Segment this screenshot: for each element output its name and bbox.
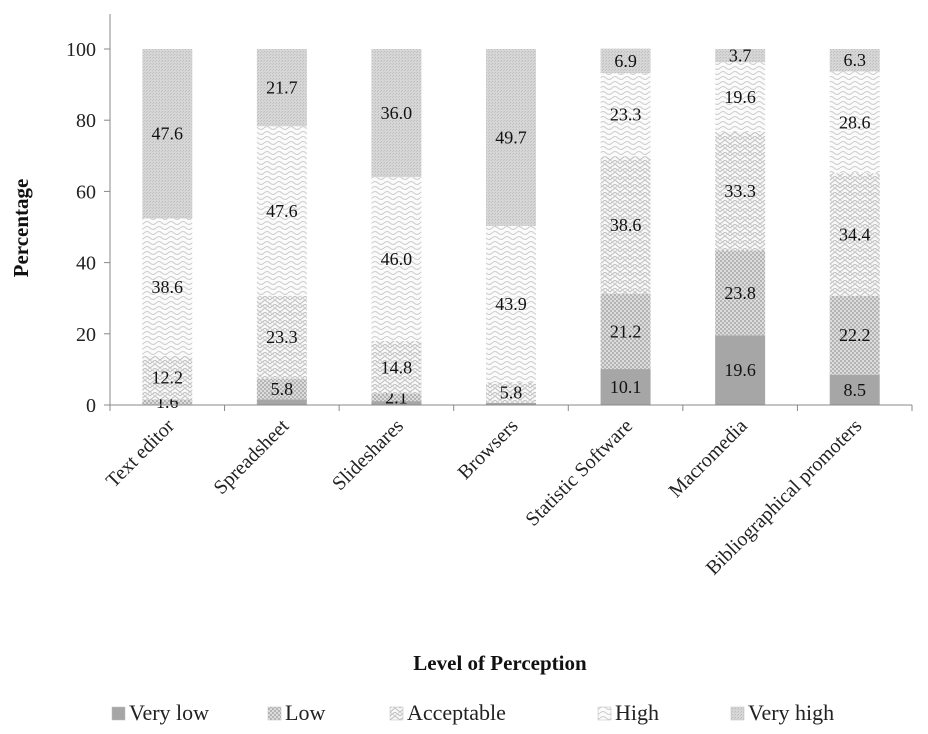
- data-label: 36.0: [381, 103, 413, 123]
- bar-segment: [829, 295, 880, 375]
- legend-label: Acceptable: [407, 700, 506, 725]
- y-tick-label: 100: [66, 39, 96, 61]
- bar-segment: [486, 225, 536, 383]
- legend-swatch: [389, 706, 404, 721]
- legend-swatch: [597, 706, 612, 721]
- data-label: 38.6: [152, 277, 184, 297]
- bar-segment: [142, 399, 193, 405]
- data-label: 6.3: [843, 50, 866, 70]
- data-label: 3.7: [729, 46, 752, 66]
- bar-segment: [715, 335, 766, 405]
- data-label: 21.7: [266, 78, 298, 98]
- y-tick-label: 20: [76, 324, 96, 346]
- y-axis: 0 20 40 60 80 100: [66, 14, 111, 417]
- y-tick-label: 80: [76, 110, 96, 132]
- data-label: 23.3: [266, 327, 298, 347]
- data-label: 14.8: [381, 357, 413, 377]
- bar-segment: [371, 49, 422, 178]
- data-label: 34.4: [839, 224, 871, 244]
- data-label: 23.8: [724, 283, 756, 303]
- data-label: 12.2: [152, 368, 184, 388]
- bar-segment: [256, 126, 307, 296]
- data-label: 22.2: [839, 325, 871, 345]
- x-axis-title: Level of Perception: [413, 651, 587, 675]
- x-tick-label: Statistic Software: [521, 415, 637, 531]
- bar-segment: [829, 49, 880, 72]
- bar-segment: [486, 382, 536, 403]
- bar-segment: [715, 62, 766, 132]
- bar-segment: [829, 374, 880, 405]
- bar-segment: [371, 393, 422, 402]
- legend-swatch: [111, 706, 126, 721]
- bar-segment: [142, 49, 193, 219]
- x-tick-label: Browsers: [454, 415, 523, 484]
- data-label: 10.1: [610, 377, 642, 397]
- bar-segment: [142, 355, 193, 400]
- legend-label: Very low: [129, 700, 209, 725]
- bar-segment: [256, 378, 307, 400]
- y-tick-label: 0: [86, 395, 96, 417]
- bar-segment: [715, 49, 766, 63]
- bar-segment: [600, 156, 651, 294]
- bar-segment: [829, 173, 880, 296]
- bar-segment: [371, 177, 422, 341]
- legend-swatch: [730, 706, 745, 721]
- bar-segment: [371, 401, 422, 405]
- data-label: 47.6: [266, 201, 298, 221]
- bar-segment: [142, 218, 193, 356]
- data-label: 6.9: [614, 51, 637, 71]
- bar-segment: [829, 71, 880, 174]
- bar-segment: [600, 293, 651, 370]
- x-tick-label: Slideshares: [328, 415, 408, 495]
- data-label: 33.3: [724, 181, 756, 201]
- data-label: 8.5: [843, 380, 866, 400]
- bar-segment: [486, 49, 536, 226]
- data-label: 46.0: [381, 249, 413, 269]
- data-label: 19.6: [724, 87, 756, 107]
- x-tick-label: Spreadsheet: [210, 415, 294, 499]
- data-label: 49.7: [495, 127, 527, 147]
- legend-label: Very high: [748, 700, 834, 725]
- bar-segment: [371, 340, 422, 394]
- data-label: 47.6: [152, 124, 184, 144]
- x-axis: Text editor Spreadsheet Slideshares Browser…: [102, 404, 913, 579]
- x-tick-label: Macromedia: [665, 415, 752, 502]
- data-label: 19.6: [724, 360, 756, 380]
- bar-segment: [715, 250, 766, 336]
- data-label: 5.8: [500, 383, 523, 403]
- bar-segment: [600, 73, 651, 157]
- bar-segment: [600, 369, 651, 405]
- data-label: 21.2: [610, 321, 642, 341]
- x-tick-label: Text editor: [102, 415, 179, 492]
- data-label: 5.8: [271, 379, 294, 399]
- legend-label: Low: [285, 700, 325, 725]
- bar-segment: [256, 295, 307, 379]
- plot-area: 1.612.238.647.65.823.347.621.72.114.846.…: [142, 46, 880, 412]
- y-axis-title: Percentage: [9, 179, 33, 278]
- bar-segment: [600, 48, 651, 74]
- data-label: 43.9: [495, 294, 527, 314]
- bar-segment: [256, 399, 307, 405]
- legend: Very low Low Acceptable High Very high: [111, 700, 834, 725]
- data-label: 23.3: [610, 105, 642, 125]
- data-label: 38.6: [610, 215, 642, 235]
- bar-segment: [256, 49, 307, 127]
- legend-swatch: [267, 706, 282, 721]
- legend-label: High: [615, 700, 659, 725]
- y-tick-label: 60: [76, 181, 96, 203]
- bar-segment: [486, 402, 536, 405]
- bar-segment: [715, 131, 766, 251]
- data-label: 28.6: [839, 112, 871, 132]
- y-tick-label: 40: [76, 253, 96, 275]
